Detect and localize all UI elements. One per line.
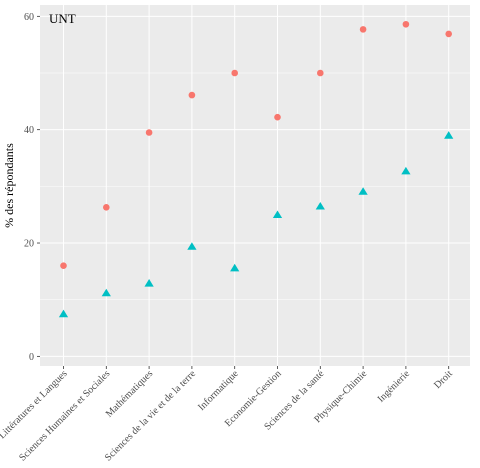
x-tick-label: Ingénierie: [376, 368, 413, 405]
y-axis-title: % des répondants: [2, 143, 16, 228]
data-point-circle: [317, 69, 324, 77]
data-point-triangle: [144, 279, 154, 287]
data-point-circle: [445, 30, 453, 38]
panel-label: UNT: [49, 11, 76, 26]
y-tick-label: 40: [24, 125, 34, 136]
data-point-circle: [231, 69, 238, 77]
plot-panel: [40, 5, 470, 366]
data-point-circle: [60, 262, 67, 269]
data-point-triangle: [358, 187, 368, 195]
y-tick-label: 20: [24, 239, 34, 250]
y-axis: 0 20 40 60: [24, 12, 40, 363]
x-tick-label: Sciences Humaines et Sociales: [17, 368, 112, 463]
data-point-triangle: [444, 131, 454, 139]
data-point-triangle: [401, 166, 411, 175]
data-point-triangle: [187, 242, 197, 250]
data-points: [58, 20, 454, 318]
data-point-triangle: [101, 288, 111, 297]
data-point-circle: [103, 204, 110, 211]
data-point-triangle: [58, 309, 69, 318]
data-point-triangle: [315, 201, 325, 210]
data-point-circle: [359, 26, 367, 33]
x-tick-label: Littératures et Langues: [0, 368, 70, 441]
x-tick-label: Informatique: [196, 368, 241, 413]
data-point-triangle: [230, 263, 240, 272]
x-tick-label: Sciences de la vie et de la terre: [103, 368, 199, 464]
y-tick-label: 0: [29, 352, 34, 363]
grid-lines: [40, 5, 470, 366]
data-point-circle: [402, 20, 410, 28]
data-point-circle: [145, 129, 153, 136]
data-point-circle: [274, 113, 281, 121]
data-point-circle: [188, 91, 196, 99]
data-point-triangle: [272, 210, 283, 219]
x-tick-label: Droit: [432, 368, 455, 391]
y-tick-label: 60: [24, 12, 34, 23]
